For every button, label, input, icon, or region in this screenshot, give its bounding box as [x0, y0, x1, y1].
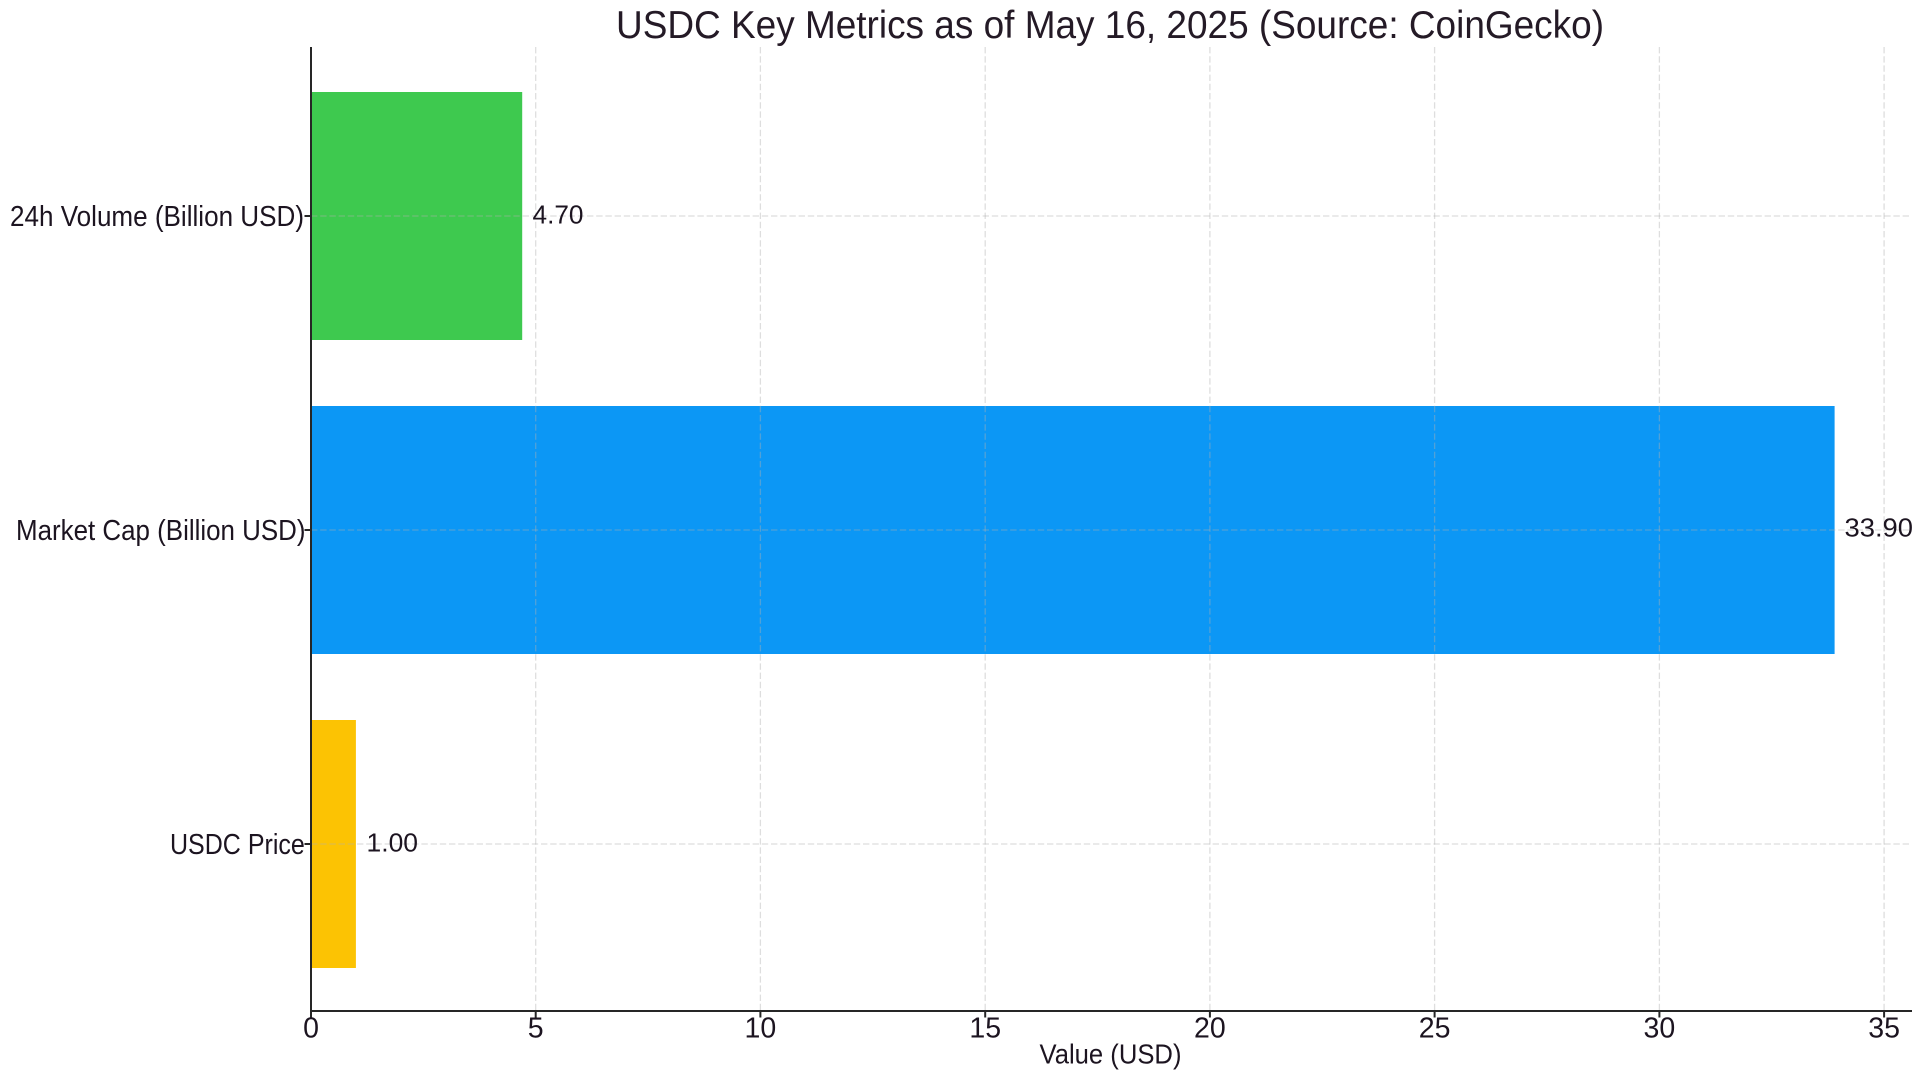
svg-text:30: 30 — [1644, 1013, 1676, 1045]
svg-text:1.00: 1.00 — [367, 828, 419, 858]
svg-text:25: 25 — [1419, 1013, 1451, 1045]
svg-text:USDC Price: USDC Price — [170, 829, 305, 861]
svg-text:20: 20 — [1194, 1013, 1226, 1045]
svg-text:35: 35 — [1868, 1013, 1900, 1045]
svg-text:Value (USD): Value (USD) — [1040, 1039, 1182, 1070]
svg-text:USDC Key Metrics as of May 16,: USDC Key Metrics as of May 16, 2025 (Sou… — [616, 4, 1604, 47]
svg-text:4.70: 4.70 — [533, 200, 584, 230]
svg-text:10: 10 — [745, 1013, 777, 1045]
svg-text:15: 15 — [969, 1013, 1001, 1045]
svg-text:0: 0 — [303, 1013, 319, 1045]
svg-text:24h Volume (Billion USD): 24h Volume (Billion USD) — [10, 201, 304, 233]
svg-text:5: 5 — [528, 1013, 544, 1045]
svg-text:33.90: 33.90 — [1845, 513, 1914, 543]
svg-text:Market Cap (Billion USD): Market Cap (Billion USD) — [16, 515, 306, 547]
